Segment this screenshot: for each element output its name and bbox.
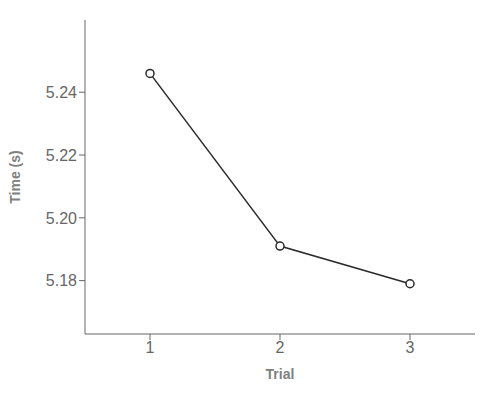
svg-text:Trial: Trial (266, 366, 295, 382)
svg-text:2: 2 (276, 339, 285, 356)
svg-text:3: 3 (406, 339, 415, 356)
svg-text:5.20: 5.20 (46, 210, 77, 227)
svg-text:5.24: 5.24 (46, 84, 77, 101)
svg-text:5.18: 5.18 (46, 272, 77, 289)
svg-text:Time (s): Time (s) (8, 150, 23, 203)
svg-text:1: 1 (146, 339, 155, 356)
svg-text:5.22: 5.22 (46, 147, 77, 164)
